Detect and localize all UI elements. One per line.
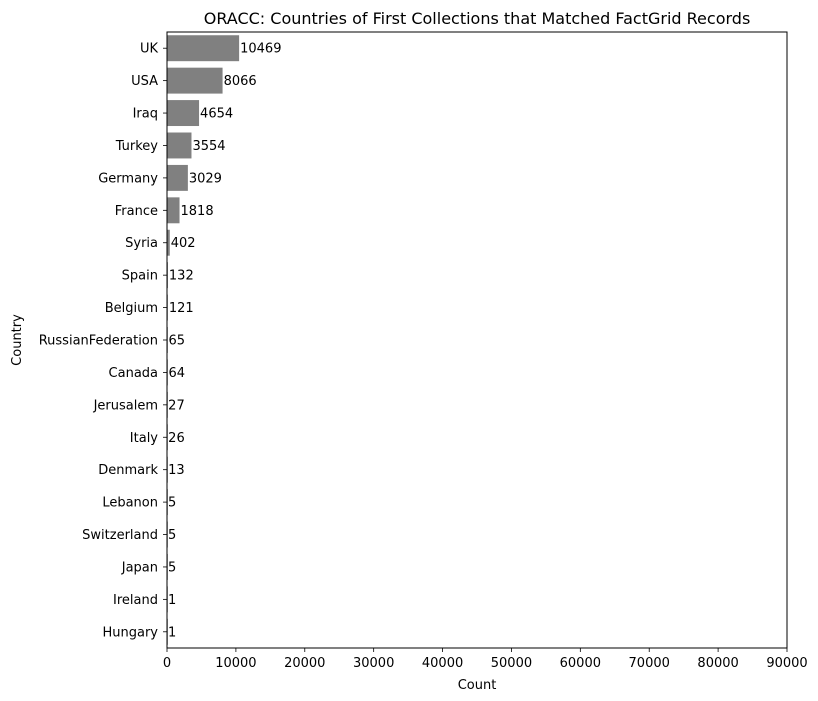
x-tick-label: 0 — [163, 656, 171, 671]
data-label: 5 — [168, 560, 176, 575]
x-tick-label: 10000 — [215, 656, 256, 671]
bar — [167, 229, 170, 256]
data-label: 26 — [168, 431, 185, 446]
x-tick-label: 80000 — [697, 656, 738, 671]
y-tick-label: Germany — [98, 171, 158, 186]
bar — [167, 164, 188, 191]
y-axis-label: Country — [10, 314, 25, 366]
y-tick-label: Lebanon — [102, 496, 158, 511]
y-tick-label: Iraq — [133, 107, 158, 122]
x-tick-label: 90000 — [766, 656, 807, 671]
plot-area: 10469 UK 8066 USA 4654 Iraq 3554 Turkey 3029 Germ… — [39, 31, 808, 671]
x-tick-label: 30000 — [353, 656, 394, 671]
y-tick-label: UK — [140, 42, 159, 57]
x-tick-label: 70000 — [629, 656, 670, 671]
y-tick-label: Canada — [109, 366, 158, 381]
data-label: 4654 — [200, 107, 233, 122]
data-label: 65 — [168, 334, 185, 349]
y-tick-label: Hungary — [102, 625, 158, 640]
x-tick-label: 40000 — [422, 656, 463, 671]
x-tick-label: 60000 — [560, 656, 601, 671]
y-tick-label: Turkey — [115, 139, 159, 154]
data-label: 64 — [168, 366, 185, 381]
y-tick-label: Belgium — [105, 301, 158, 316]
y-tick-label: RussianFederation — [39, 334, 158, 349]
y-tick-label: Switzerland — [82, 528, 158, 543]
data-label: 1818 — [181, 204, 214, 219]
chart-title: ORACC: Countries of First Collections th… — [204, 9, 751, 28]
x-tick-label: 50000 — [491, 656, 532, 671]
y-tick-label: USA — [131, 74, 158, 89]
data-label: 5 — [168, 496, 176, 511]
data-label: 402 — [171, 236, 196, 251]
plot-frame — [166, 31, 788, 649]
x-axis-label: Count — [458, 678, 497, 693]
data-label: 121 — [169, 301, 194, 316]
data-label: 1 — [168, 593, 176, 608]
y-tick-label: Jerusalem — [93, 398, 158, 413]
data-label: 1 — [168, 625, 176, 640]
data-label: 3029 — [189, 171, 222, 186]
bar — [167, 132, 192, 159]
data-label: 8066 — [224, 74, 257, 89]
data-label: 13 — [168, 463, 185, 478]
y-tick-label: Ireland — [113, 593, 158, 608]
bar — [167, 100, 200, 127]
data-label: 132 — [169, 269, 194, 284]
data-label: 27 — [168, 398, 185, 413]
y-tick-label: Denmark — [98, 463, 158, 478]
y-tick-label: France — [115, 204, 158, 219]
bar — [167, 67, 223, 94]
y-tick-label: Japan — [121, 560, 158, 575]
data-label: 3554 — [192, 139, 225, 154]
x-tick-label: 20000 — [284, 656, 325, 671]
y-tick-label: Syria — [125, 236, 158, 251]
data-label: 5 — [168, 528, 176, 543]
y-tick-label: Spain — [122, 269, 158, 284]
data-label: 10469 — [240, 42, 281, 57]
y-tick-label: Italy — [130, 431, 159, 446]
bar — [167, 35, 240, 62]
bar — [167, 197, 180, 224]
